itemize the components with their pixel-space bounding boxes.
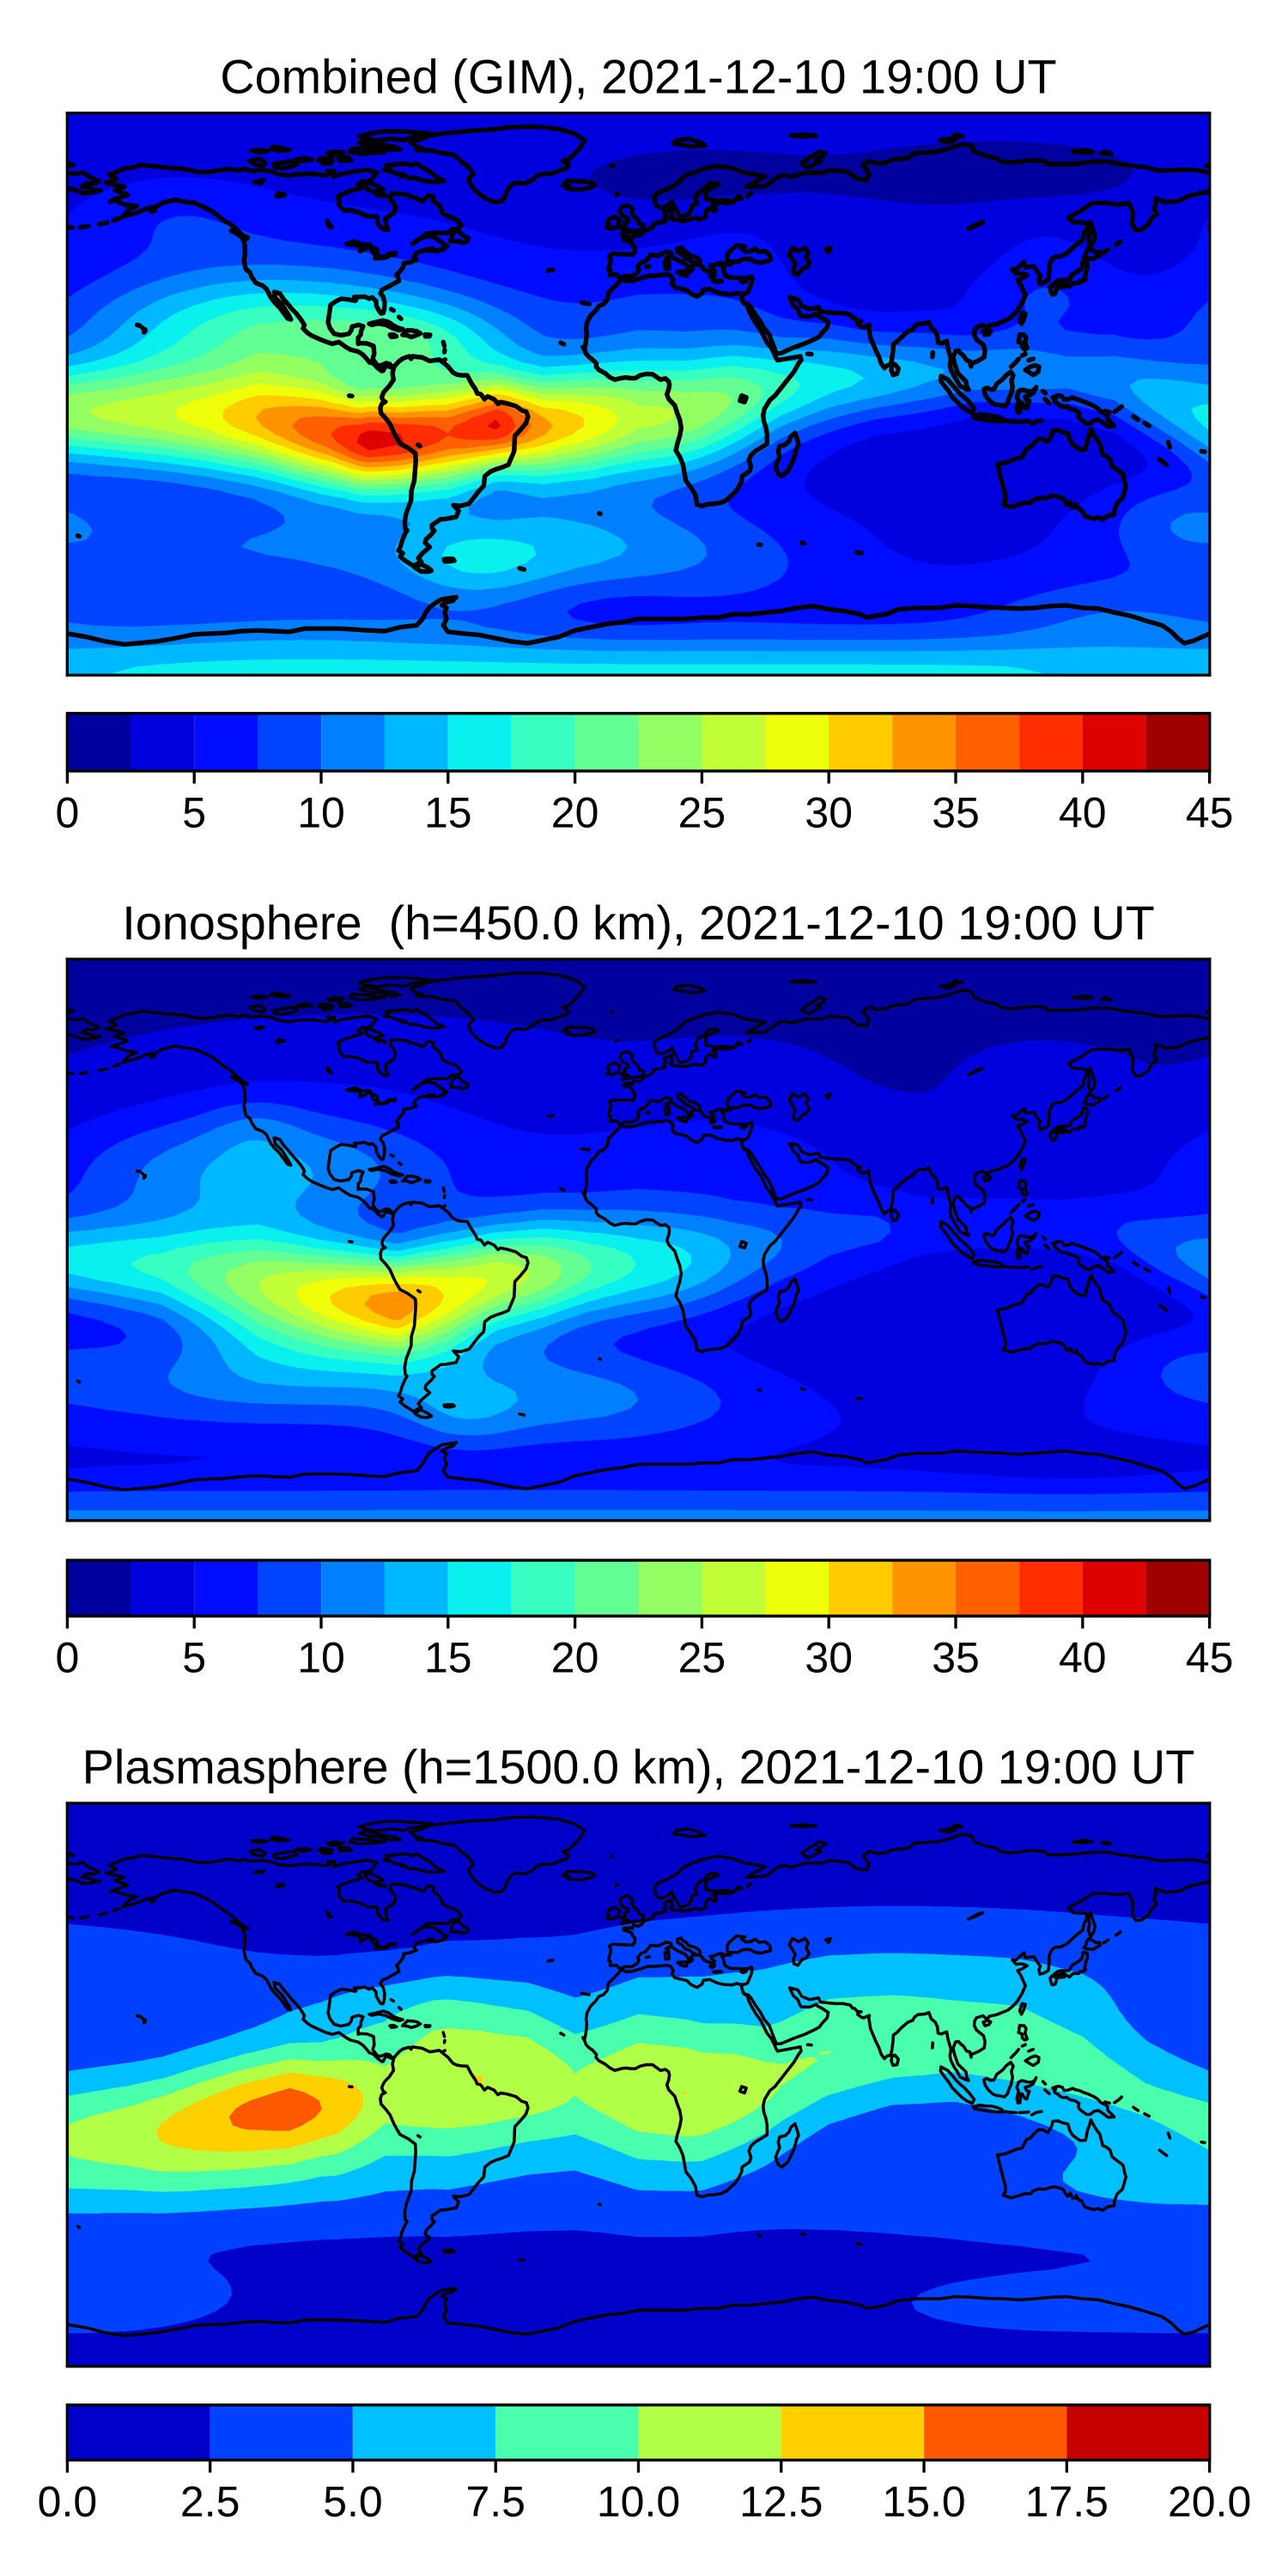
svg-text:10: 10 xyxy=(297,1633,345,1681)
svg-text:2.5: 2.5 xyxy=(180,2477,240,2525)
svg-text:35: 35 xyxy=(932,788,980,836)
svg-text:45: 45 xyxy=(1186,1633,1234,1681)
svg-text:20: 20 xyxy=(551,1633,599,1681)
svg-text:7.5: 7.5 xyxy=(465,2477,526,2525)
svg-text:Plasmasphere (h=1500.0 km), 20: Plasmasphere (h=1500.0 km), 2021-12-10 1… xyxy=(82,1740,1195,1794)
svg-text:10.0: 10.0 xyxy=(597,2477,680,2525)
svg-text:Ionosphere (h=450.0 km), 2021: Ionosphere (h=450.0 km), 2021-12-10 19:0… xyxy=(122,896,1155,950)
svg-text:40: 40 xyxy=(1059,1633,1107,1681)
svg-text:15: 15 xyxy=(424,1633,472,1681)
svg-text:5: 5 xyxy=(182,1633,206,1681)
svg-text:20: 20 xyxy=(551,788,599,836)
svg-text:25: 25 xyxy=(678,1633,726,1681)
svg-text:Combined (GIM), 2021-12-10 19:: Combined (GIM), 2021-12-10 19:00 UT xyxy=(220,50,1056,104)
svg-text:40: 40 xyxy=(1059,788,1107,836)
svg-text:5.0: 5.0 xyxy=(323,2477,383,2525)
svg-text:12.5: 12.5 xyxy=(739,2477,823,2525)
svg-text:25: 25 xyxy=(678,788,726,836)
svg-text:20.0: 20.0 xyxy=(1168,2477,1251,2525)
svg-text:5: 5 xyxy=(182,788,206,836)
svg-text:35: 35 xyxy=(932,1633,980,1681)
svg-text:10: 10 xyxy=(297,788,345,836)
svg-text:0: 0 xyxy=(55,788,79,836)
svg-text:15.0: 15.0 xyxy=(882,2477,965,2525)
svg-text:15: 15 xyxy=(424,788,472,836)
svg-text:0.0: 0.0 xyxy=(38,2477,98,2525)
svg-text:0: 0 xyxy=(55,1633,79,1681)
svg-text:30: 30 xyxy=(805,1633,853,1681)
svg-text:30: 30 xyxy=(805,788,853,836)
svg-text:45: 45 xyxy=(1186,788,1234,836)
svg-text:17.5: 17.5 xyxy=(1025,2477,1109,2525)
